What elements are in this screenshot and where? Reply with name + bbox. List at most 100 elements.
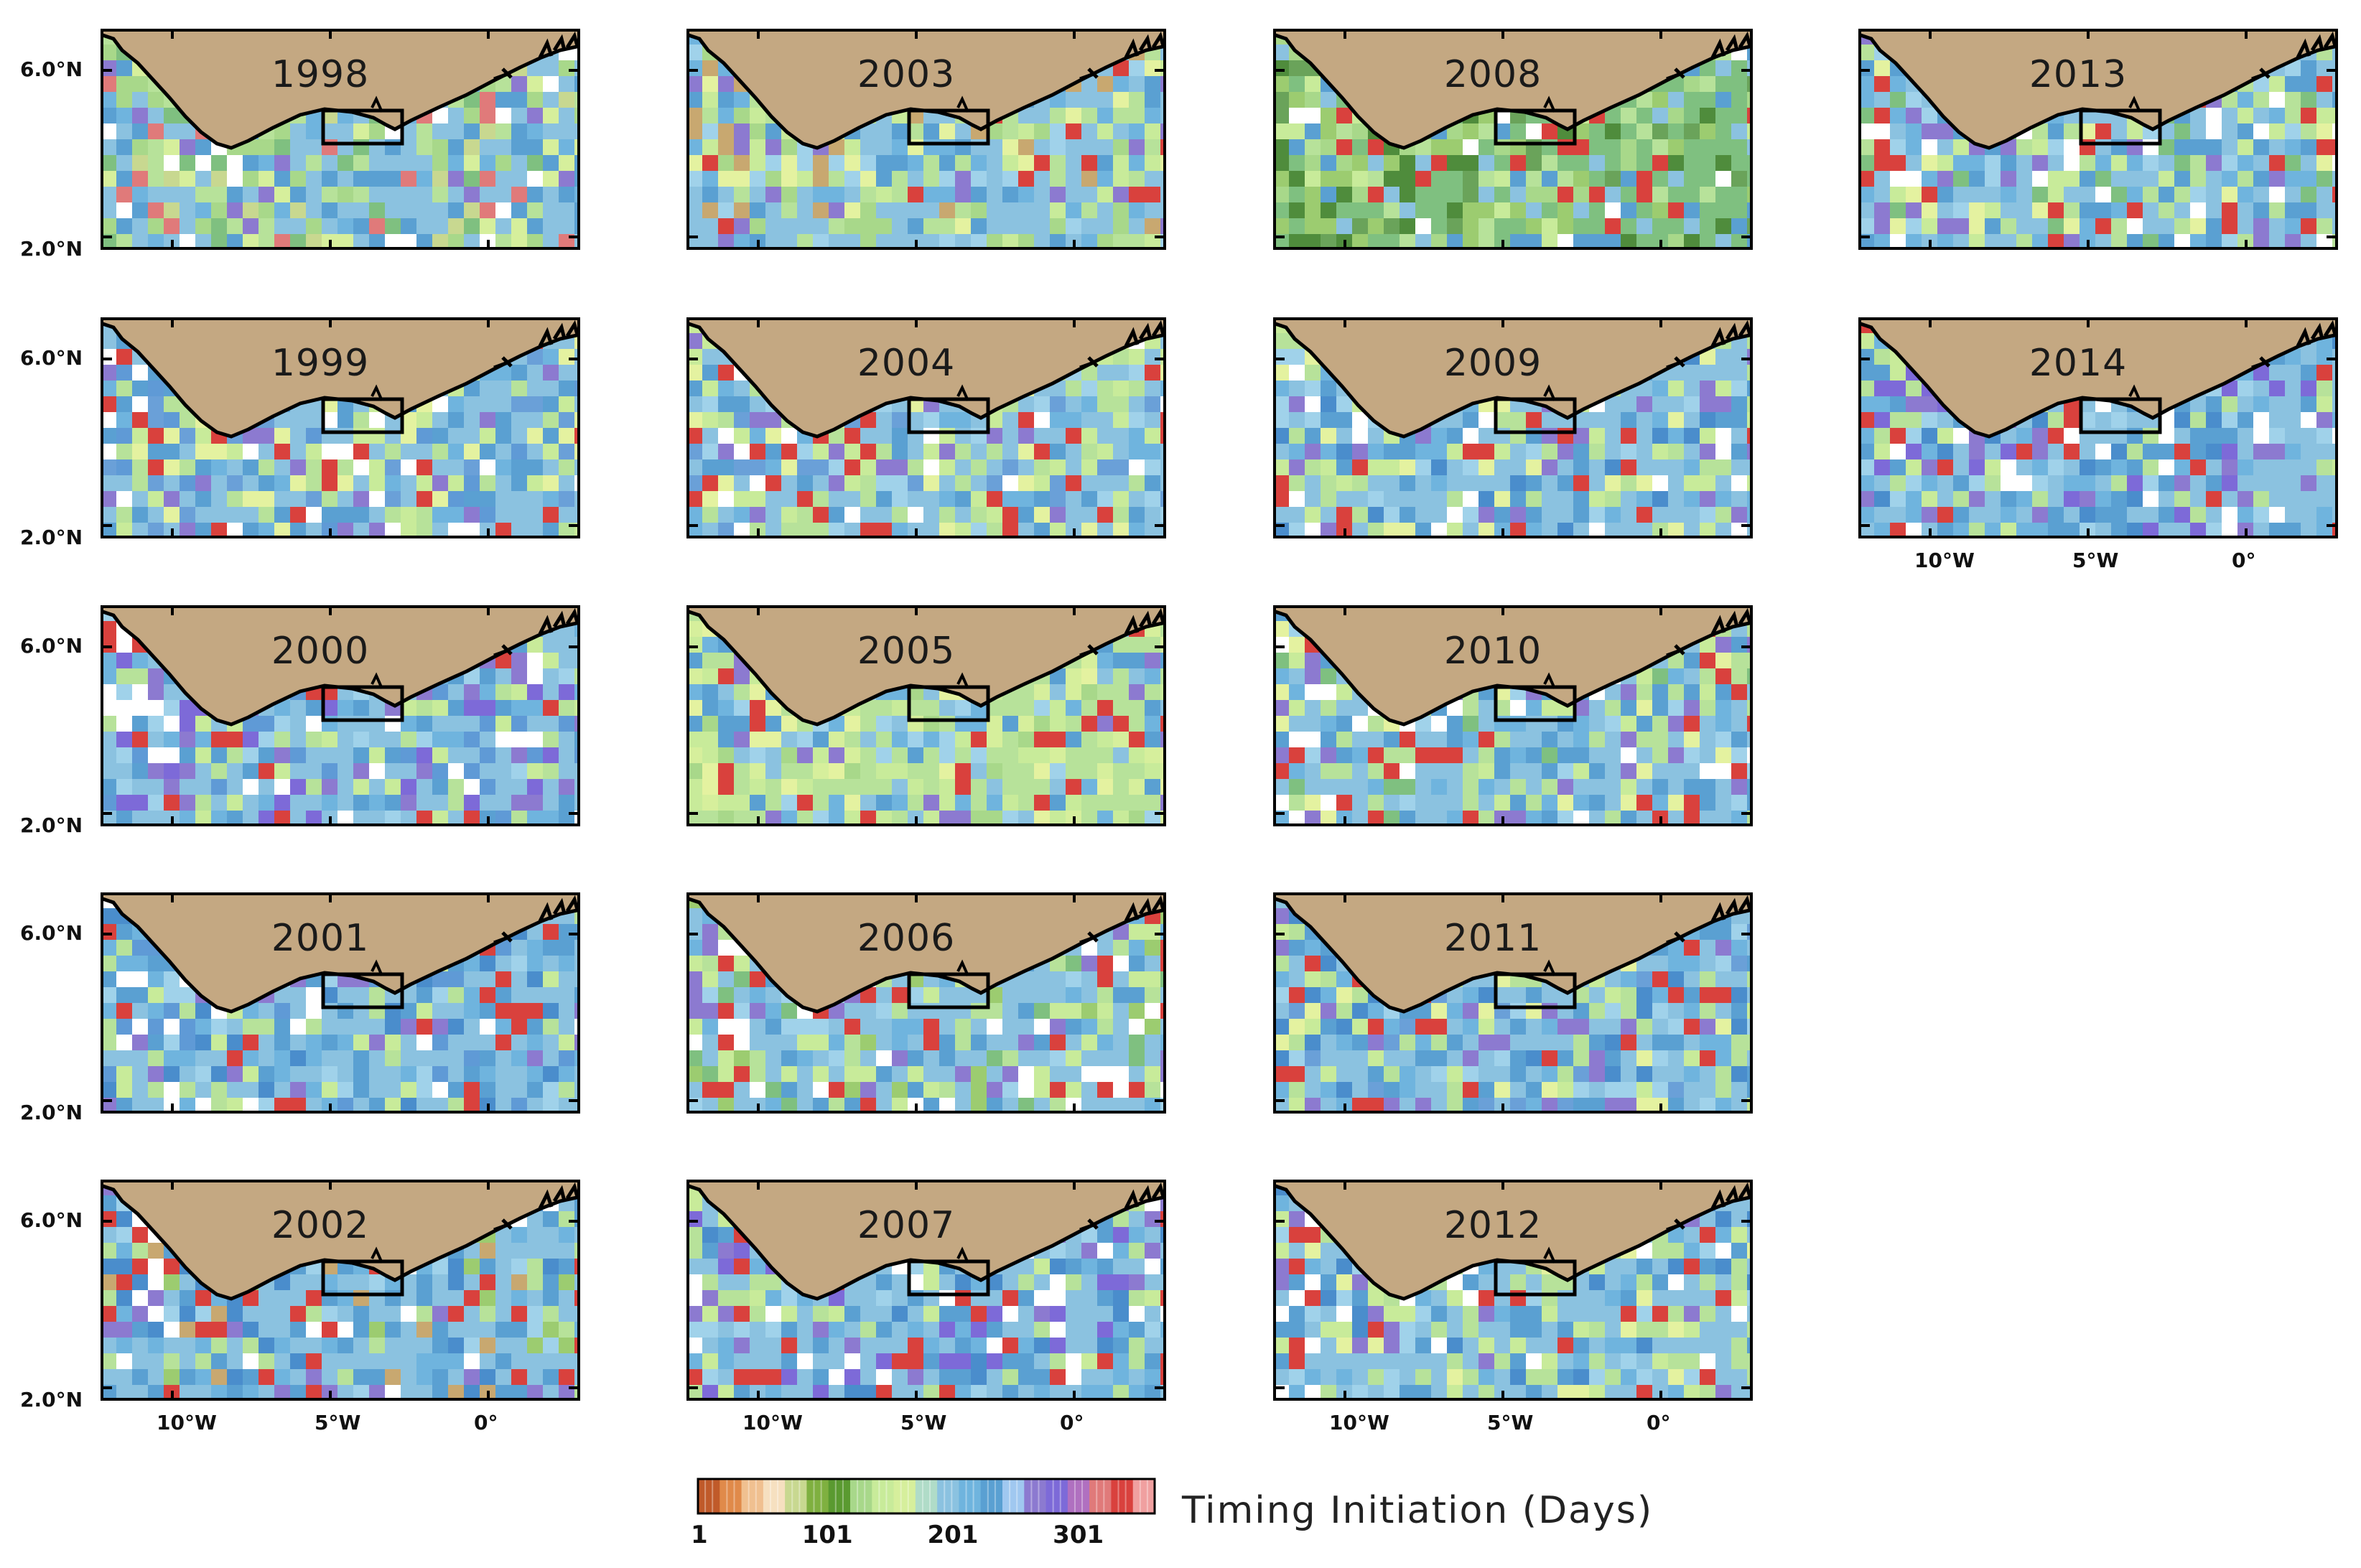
map-frame: [1858, 317, 2338, 538]
map-frame: [101, 29, 580, 250]
lon-label: 10°W: [157, 1411, 217, 1434]
colorbar-swatch: [872, 1479, 895, 1513]
study-area-box: [321, 1259, 404, 1297]
map-panel-2003: 2003: [686, 29, 1166, 250]
coastal-features: [1079, 319, 1165, 370]
colorbar-swatch: [828, 1479, 851, 1513]
map-panel-2005: 2005: [686, 605, 1166, 826]
lat-label-north: 6.0°N: [20, 57, 83, 81]
coastal-features: [1079, 31, 1165, 81]
year-label: 2001: [271, 917, 370, 960]
lon-label: 5°W: [2072, 549, 2119, 572]
axis-ticks: [1275, 30, 1751, 248]
axis-ticks: [688, 894, 1165, 1112]
coastal-features: [493, 895, 579, 945]
axis-ticks: [1275, 319, 1751, 537]
study-area-box: [907, 397, 990, 434]
coastal-features: [493, 31, 579, 81]
lon-label: 0°: [2232, 549, 2256, 572]
axis-ticks: [102, 607, 579, 825]
ocean-field: [1273, 317, 1753, 538]
colorbar-swatch: [1089, 1479, 1112, 1513]
colorbar-swatch: [1046, 1479, 1068, 1513]
axis-ticks: [1275, 607, 1751, 825]
map-panel-2007: 2007: [686, 1180, 1166, 1401]
axis-ticks: [102, 30, 579, 248]
study-area-box: [907, 972, 990, 1009]
coastal-features: [493, 319, 579, 370]
ocean-field: [686, 317, 1166, 538]
lat-label-south: 2.0°N: [20, 237, 83, 261]
map-panel-1999: 1999: [101, 317, 580, 538]
colorbar-swatch: [763, 1479, 786, 1513]
lat-label-south: 2.0°N: [20, 813, 83, 837]
map-frame: [101, 317, 580, 538]
axis-ticks: [102, 1181, 579, 1399]
axis-ticks: [688, 1181, 1165, 1399]
year-label: 2007: [857, 1204, 956, 1247]
map-frame: [101, 1180, 580, 1401]
map-frame: [686, 317, 1166, 538]
study-area-box: [321, 108, 404, 146]
lat-label-north: 6.0°N: [20, 346, 83, 370]
lon-label: 10°W: [1329, 1411, 1389, 1434]
lon-label: 10°W: [742, 1411, 803, 1434]
study-area-box: [907, 108, 990, 146]
map-frame: [101, 892, 580, 1114]
colorbar-swatch: [720, 1479, 742, 1513]
map-frame: [1273, 317, 1753, 538]
colorbar-tick-label: 101: [801, 1521, 853, 1549]
ocean-field: [1273, 605, 1753, 826]
axis-ticks: [688, 30, 1165, 248]
coastal-features: [1079, 1182, 1165, 1232]
study-area-box: [1494, 685, 1577, 722]
ocean-field: [1273, 892, 1753, 1114]
ocean-field: [101, 892, 580, 1114]
lon-label: 0°: [1060, 1411, 1084, 1434]
ocean-field: [1273, 1180, 1753, 1401]
study-area-box: [1494, 108, 1577, 146]
year-label: 2003: [857, 53, 956, 96]
ocean-field: [1858, 317, 2338, 538]
colorbar-tick-label: 1: [691, 1521, 708, 1549]
map-panel-2014: 2014: [1858, 317, 2338, 538]
map-frame: [1273, 605, 1753, 826]
colorbar-swatch: [1132, 1479, 1155, 1513]
coastal-features: [493, 1182, 579, 1232]
lon-label: 0°: [474, 1411, 498, 1434]
colorbar-title: Timing Initiation (Days): [1182, 1489, 1654, 1532]
coastal-features: [2251, 31, 2337, 81]
ocean-field: [686, 892, 1166, 1114]
study-area-box: [2079, 397, 2162, 434]
colorbar-swatch: [1067, 1479, 1090, 1513]
lon-label: 0°: [1647, 1411, 1671, 1434]
ocean-field: [101, 29, 580, 250]
ocean-field: [686, 1180, 1166, 1401]
colorbar-swatch: [785, 1479, 807, 1513]
coastal-features: [1666, 895, 1752, 945]
lat-label-south: 2.0°N: [20, 526, 83, 549]
coastal-features: [2251, 319, 2337, 370]
ocean-field: [686, 29, 1166, 250]
map-frame: [101, 605, 580, 826]
ocean-field: [101, 605, 580, 826]
map-panel-2009: 2009: [1273, 317, 1753, 538]
lon-label: 5°W: [900, 1411, 947, 1434]
map-frame: [686, 605, 1166, 826]
year-label: 2014: [2029, 342, 2128, 385]
map-panel-2012: 2012: [1273, 1180, 1753, 1401]
study-area-box: [1494, 397, 1577, 434]
colorbar-swatch: [698, 1479, 720, 1513]
colorbar-swatch: [1111, 1479, 1134, 1513]
lat-label-south: 2.0°N: [20, 1388, 83, 1411]
axis-ticks: [688, 607, 1165, 825]
map-frame: [1858, 29, 2338, 250]
year-label: 2008: [1443, 53, 1542, 96]
colorbar-tick-label: 201: [927, 1521, 979, 1549]
year-label: 2004: [857, 342, 956, 385]
map-panel-2001: 2001: [101, 892, 580, 1114]
map-panel-2013: 2013: [1858, 29, 2338, 250]
colorbar-swatch: [937, 1479, 959, 1513]
lat-label-north: 6.0°N: [20, 1208, 83, 1232]
year-label: 2011: [1443, 917, 1542, 960]
